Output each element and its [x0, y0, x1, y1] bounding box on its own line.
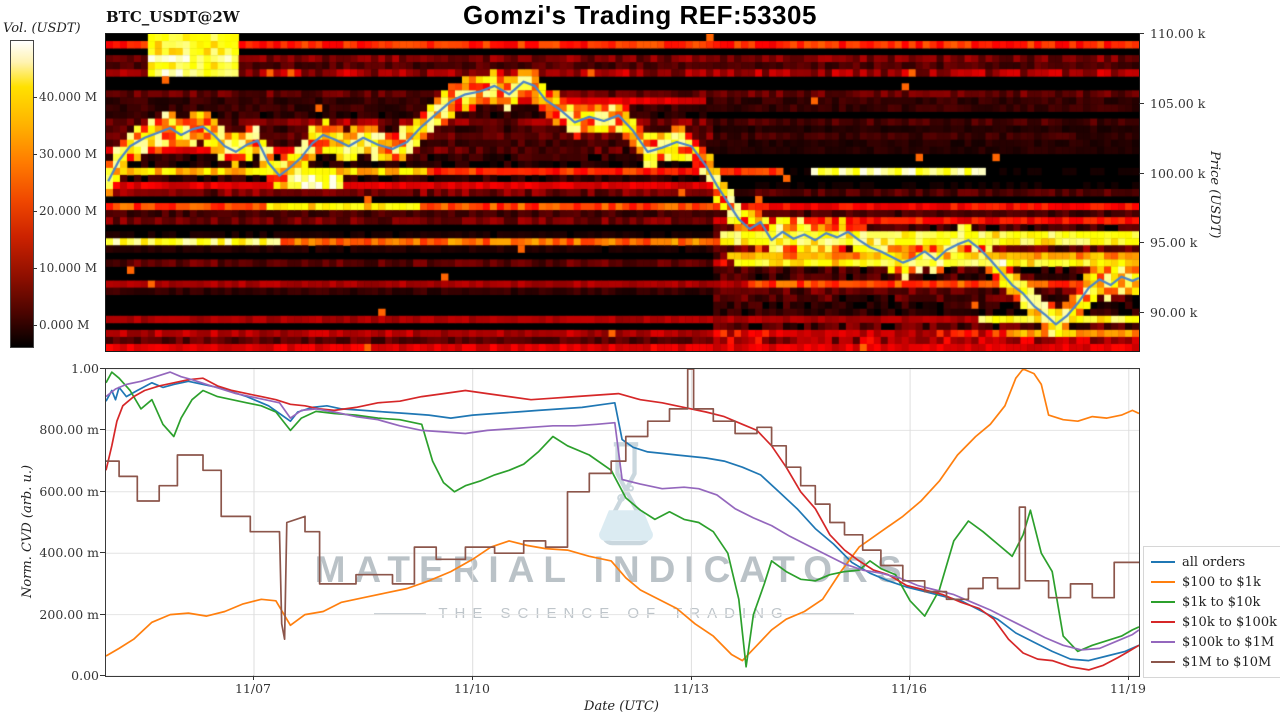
price-tickmark: [1139, 312, 1144, 313]
cvd-series--100-to-1k: [106, 369, 1139, 662]
date-tickmark: [691, 675, 692, 680]
colorbar-tickmark: [33, 154, 37, 155]
date-tick-label: 11/13: [672, 681, 710, 696]
cvd-tick-label: 600.00 m: [39, 484, 99, 499]
date-axis-label: Date (UTC): [584, 699, 659, 714]
legend-line-swatch: [1151, 561, 1175, 563]
legend-label: $100 to $1k: [1182, 574, 1261, 590]
price-tick-label: 90.00 k: [1150, 305, 1198, 320]
cvd-tick-label: 0.00: [71, 668, 99, 683]
cvd-tick-label: 400.00 m: [39, 545, 99, 560]
legend-line-swatch: [1151, 661, 1175, 663]
legend: all orders $100 to $1k $1k to $10k $10k to …: [1143, 546, 1280, 678]
price-tick-label: 105.00 k: [1150, 96, 1206, 111]
colorbar-tick-label: 30.000 M: [39, 147, 98, 161]
cvd-series--10k-to-100k: [106, 377, 1139, 671]
date-tickmark: [909, 675, 910, 680]
cvd-tick-label: 200.00 m: [39, 607, 99, 622]
date-tick-label: 11/10: [453, 681, 491, 696]
legend-item: all orders: [1151, 552, 1277, 572]
colorbar-tickmark: [33, 268, 37, 269]
price-tick-label: 100.00 k: [1150, 166, 1206, 181]
symbol-label: BTC_USDT@2W: [106, 8, 240, 26]
colorbar-tickmark: [33, 211, 37, 212]
date-tick-label: 11/19: [1109, 681, 1147, 696]
legend-item: $10k to $100k: [1151, 612, 1277, 632]
volume-colorbar: [10, 40, 34, 348]
legend-line-swatch: [1151, 641, 1175, 643]
legend-item: $1M to $10M: [1151, 652, 1277, 672]
legend-label: all orders: [1182, 554, 1246, 570]
cvd-series--1k-to-10k: [106, 371, 1139, 668]
cvd-line-chart: [106, 369, 1139, 676]
legend-label: $1M to $10M: [1182, 654, 1272, 670]
cvd-plot-area: MATERIAL INDICATORS THE SCIENCE OF TRADI…: [105, 368, 1140, 677]
colorbar-tick-label: 0.000 M: [39, 318, 90, 332]
price-tick-label: 110.00 k: [1150, 26, 1206, 41]
price-tickmark: [1139, 173, 1144, 174]
cvd-tick-label: 800.00 m: [39, 422, 99, 437]
colorbar-tick-label: 40.000 M: [39, 90, 98, 104]
date-tick-label: 11/16: [890, 681, 928, 696]
colorbar-tick-label: 20.000 M: [39, 204, 98, 218]
legend-item: $100 to $1k: [1151, 572, 1277, 592]
cvd-tickmark: [100, 614, 105, 615]
cvd-tickmark: [100, 552, 105, 553]
date-tick-label: 11/07: [234, 681, 272, 696]
legend-label: $100k to $1M: [1182, 634, 1275, 650]
date-tickmark: [472, 675, 473, 680]
figure-title: Gomzi's Trading REF:53305: [463, 0, 817, 30]
colorbar-tickmark: [33, 97, 37, 98]
cvd-tickmark: [100, 429, 105, 430]
legend-item: $1k to $10k: [1151, 592, 1277, 612]
date-tickmark: [1128, 675, 1129, 680]
price-tickmark: [1139, 33, 1144, 34]
legend-line-swatch: [1151, 601, 1175, 603]
price-tickmark: [1139, 242, 1144, 243]
cvd-axis-label: Norm. CVD (arb. u.): [20, 464, 35, 598]
legend-line-swatch: [1151, 621, 1175, 623]
price-axis-label: Price (USDT): [1207, 151, 1222, 239]
legend-item: $100k to $1M: [1151, 632, 1277, 652]
colorbar-tick-label: 10.000 M: [39, 261, 98, 275]
legend-label: $10k to $100k: [1182, 614, 1277, 630]
date-tickmark: [253, 675, 254, 680]
colorbar-tickmark: [33, 325, 37, 326]
cvd-series--100k-to-1m: [106, 371, 1139, 651]
volume-heatmap-canvas: [105, 33, 1140, 352]
cvd-tick-label: 1.00: [71, 361, 99, 376]
cvd-tickmark: [100, 491, 105, 492]
volume-colorbar-label: Vol. (USDT): [3, 21, 81, 36]
cvd-tickmark: [100, 675, 105, 676]
cvd-tickmark: [100, 368, 105, 369]
price-tickmark: [1139, 103, 1144, 104]
cvd-series--1m-to-10m: [106, 369, 1139, 641]
legend-line-swatch: [1151, 581, 1175, 583]
price-tick-label: 95.00 k: [1150, 235, 1198, 250]
legend-label: $1k to $10k: [1182, 594, 1261, 610]
cvd-series-all-orders: [106, 380, 1139, 662]
